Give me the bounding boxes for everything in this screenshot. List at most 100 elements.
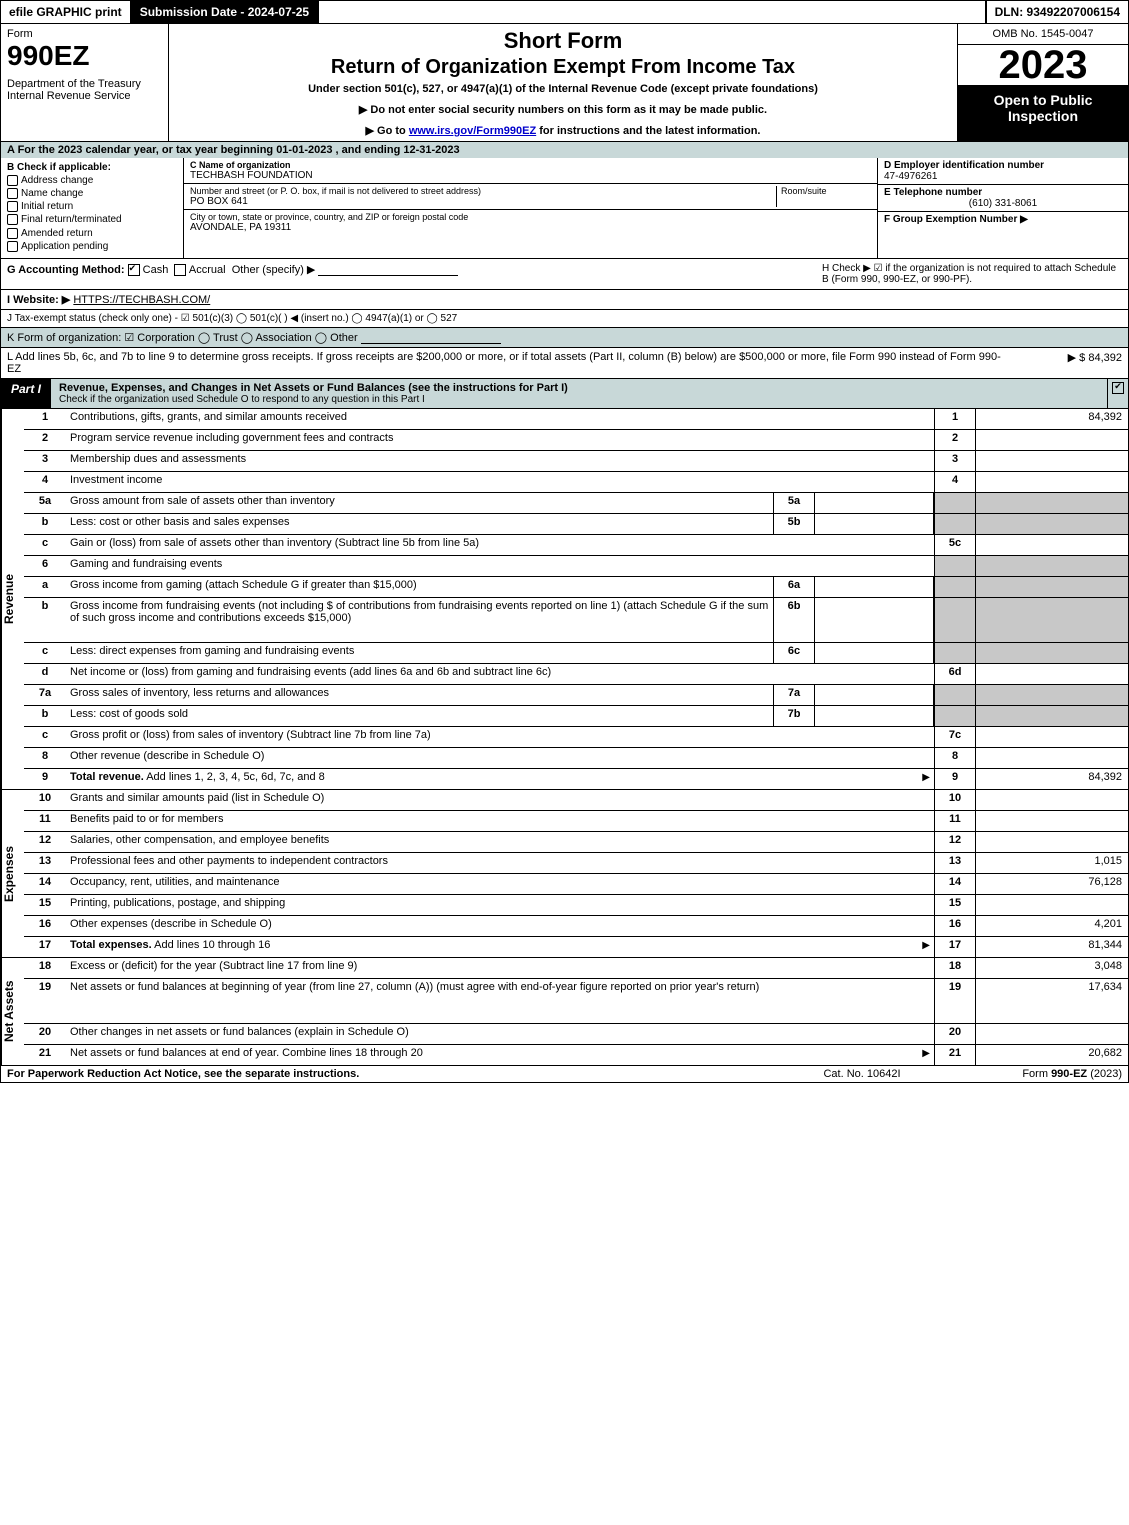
expenses-sidelabel: Expenses — [1, 790, 24, 957]
netassets-sidelabel: Net Assets — [1, 958, 24, 1065]
right-value — [975, 706, 1128, 726]
footer-right-pre: Form — [1022, 1068, 1051, 1080]
other-org-input[interactable] — [361, 331, 501, 344]
form-title: Return of Organization Exempt From Incom… — [175, 56, 951, 79]
line-a: A For the 2023 calendar year, or tax yea… — [0, 142, 1129, 158]
revenue-table: Revenue 1Contributions, gifts, grants, a… — [0, 409, 1129, 789]
right-value — [975, 535, 1128, 555]
checkbox-icon — [7, 228, 18, 239]
line-h: H Check ▶ ☑ if the organization is not r… — [814, 263, 1122, 285]
right-value — [975, 832, 1128, 852]
right-value — [975, 493, 1128, 513]
table-row: cGain or (loss) from sale of assets othe… — [24, 535, 1128, 556]
table-row: cGross profit or (loss) from sales of in… — [24, 727, 1128, 748]
checkbox-accrual[interactable] — [174, 264, 186, 276]
efile-print-button[interactable]: efile GRAPHIC print — [1, 1, 132, 23]
right-value — [975, 472, 1128, 492]
row-number: b — [24, 514, 66, 534]
right-number: 5c — [934, 535, 975, 555]
sub-row-value — [815, 598, 934, 642]
row-number: 4 — [24, 472, 66, 492]
table-row: bLess: cost or other basis and sales exp… — [24, 514, 1128, 535]
right-number: 18 — [934, 958, 975, 978]
right-value: 17,634 — [975, 979, 1128, 1023]
irs-link[interactable]: www.irs.gov/Form990EZ — [409, 125, 536, 137]
row-description: Gross profit or (loss) from sales of inv… — [66, 727, 934, 747]
opt-name-change[interactable]: Name change — [7, 188, 177, 199]
right-number — [934, 493, 975, 513]
row-description: Total revenue. Add lines 1, 2, 3, 4, 5c,… — [66, 769, 934, 789]
right-number: 8 — [934, 748, 975, 768]
table-row: 15Printing, publications, postage, and s… — [24, 895, 1128, 916]
opt-amended-return[interactable]: Amended return — [7, 228, 177, 239]
table-row: 6Gaming and fundraising events — [24, 556, 1128, 577]
row-number: b — [24, 598, 66, 642]
row-description: Net income or (loss) from gaming and fun… — [66, 664, 934, 684]
part-i-title-text: Revenue, Expenses, and Changes in Net As… — [59, 382, 568, 394]
city-value: AVONDALE, PA 19311 — [190, 222, 871, 233]
row-description: Gross amount from sale of assets other t… — [66, 493, 773, 513]
netassets-body: 18Excess or (deficit) for the year (Subt… — [24, 958, 1128, 1065]
row-description: Total expenses. Add lines 10 through 16 — [66, 937, 934, 957]
open-to-public: Open to Public Inspection — [958, 86, 1128, 141]
section-c: C Name of organization TECHBASH FOUNDATI… — [184, 158, 877, 258]
footer-left: For Paperwork Reduction Act Notice, see … — [7, 1068, 772, 1080]
submission-date-button[interactable]: Submission Date - 2024-07-25 — [132, 1, 319, 23]
part-i-checkbox[interactable] — [1107, 379, 1128, 408]
section-b-label: B Check if applicable: — [7, 162, 177, 173]
right-value — [975, 556, 1128, 576]
right-value — [975, 598, 1128, 642]
row-description: Gain or (loss) from sale of assets other… — [66, 535, 934, 555]
row-description: Other expenses (describe in Schedule O) — [66, 916, 934, 936]
section-b: B Check if applicable: Address change Na… — [1, 158, 184, 258]
table-row: 20Other changes in net assets or fund ba… — [24, 1024, 1128, 1045]
right-value — [975, 1024, 1128, 1044]
header-left: Form 990EZ Department of the Treasury In… — [1, 24, 169, 141]
row-number: 5a — [24, 493, 66, 513]
opt-initial-return[interactable]: Initial return — [7, 201, 177, 212]
opt-final-return[interactable]: Final return/terminated — [7, 214, 177, 225]
ein-label: D Employer identification number — [884, 160, 1122, 171]
website-value[interactable]: HTTPS://TECHBASH.COM/ — [73, 294, 210, 306]
row-number: 8 — [24, 748, 66, 768]
phone-cell: E Telephone number (610) 331-8061 — [878, 185, 1128, 212]
opt-label: Final return/terminated — [21, 215, 122, 226]
table-row: 8Other revenue (describe in Schedule O)8 — [24, 748, 1128, 769]
street-label: Number and street (or P. O. box, if mail… — [190, 186, 776, 196]
ein-value: 47-4976261 — [884, 171, 1122, 182]
form-subtitle-3: ▶ Go to www.irs.gov/Form990EZ for instru… — [175, 124, 951, 137]
row-description: Benefits paid to or for members — [66, 811, 934, 831]
footer-right-post: (2023) — [1087, 1068, 1122, 1080]
table-row: 1Contributions, gifts, grants, and simil… — [24, 409, 1128, 430]
row-number: 3 — [24, 451, 66, 471]
right-number — [934, 514, 975, 534]
right-number: 13 — [934, 853, 975, 873]
opt-address-change[interactable]: Address change — [7, 175, 177, 186]
website-label: I Website: ▶ — [7, 294, 70, 306]
row-number: 9 — [24, 769, 66, 789]
row-number: 21 — [24, 1045, 66, 1065]
right-number: 12 — [934, 832, 975, 852]
form-subtitle-2: ▶ Do not enter social security numbers o… — [175, 103, 951, 116]
section-d-e-f: D Employer identification number 47-4976… — [877, 158, 1128, 258]
checkbox-cash[interactable] — [128, 264, 140, 276]
row-number: 18 — [24, 958, 66, 978]
omb-number: OMB No. 1545-0047 — [958, 24, 1128, 45]
opt-application-pending[interactable]: Application pending — [7, 241, 177, 252]
row-number: 1 — [24, 409, 66, 429]
entity-block: B Check if applicable: Address change Na… — [0, 158, 1129, 259]
row-number: a — [24, 577, 66, 597]
row-number: c — [24, 727, 66, 747]
row-number: 11 — [24, 811, 66, 831]
line-g-h: G Accounting Method: Cash Accrual Other … — [0, 259, 1129, 290]
org-name-cell: C Name of organization TECHBASH FOUNDATI… — [184, 158, 877, 184]
line-i: I Website: ▶ HTTPS://TECHBASH.COM/ — [0, 290, 1129, 310]
other-specify-input[interactable] — [318, 263, 458, 276]
row-number: 15 — [24, 895, 66, 915]
right-number — [934, 577, 975, 597]
line-k: K Form of organization: ☑ Corporation ◯ … — [0, 328, 1129, 348]
row-description: Net assets or fund balances at beginning… — [66, 979, 934, 1023]
right-number: 16 — [934, 916, 975, 936]
opt-label: Amended return — [21, 228, 93, 239]
checkbox-icon — [7, 241, 18, 252]
